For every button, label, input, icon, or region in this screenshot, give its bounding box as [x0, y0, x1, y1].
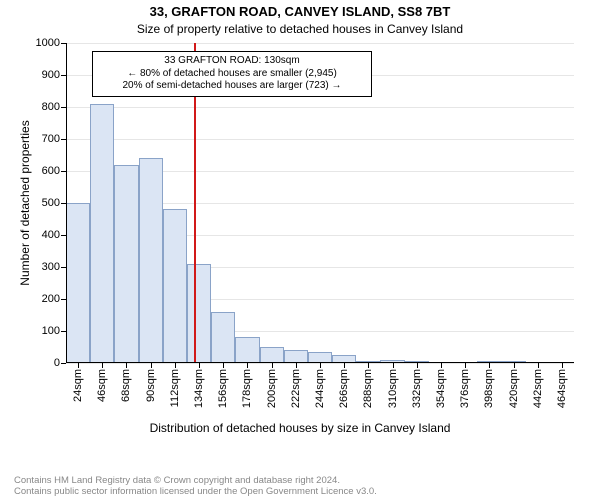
- bar: [114, 165, 138, 363]
- ytick-label: 600: [42, 165, 66, 177]
- bar: [211, 312, 235, 363]
- grid-line: [66, 43, 574, 44]
- xtick-label: 68sqm: [120, 363, 132, 402]
- xtick-label: 134sqm: [193, 363, 205, 408]
- ytick-label: 200: [42, 293, 66, 305]
- xtick-label: 24sqm: [72, 363, 84, 402]
- bar: [163, 209, 187, 363]
- xtick-label: 178sqm: [241, 363, 253, 408]
- ytick-label: 400: [42, 229, 66, 241]
- chart-container: { "chart": { "type": "histogram", "title…: [0, 0, 600, 500]
- xtick-label: 112sqm: [169, 363, 181, 407]
- footer-line-2: Contains public sector information licen…: [0, 486, 600, 497]
- chart-subtitle: Size of property relative to detached ho…: [0, 22, 600, 36]
- xtick-label: 288sqm: [362, 363, 374, 408]
- ytick-label: 500: [42, 197, 66, 209]
- ytick-label: 1000: [36, 37, 66, 49]
- bar: [187, 264, 211, 363]
- xtick-label: 156sqm: [217, 363, 229, 408]
- y-axis-label: Number of detached properties: [18, 43, 32, 363]
- xtick-label: 376sqm: [459, 363, 471, 408]
- grid-line: [66, 139, 574, 140]
- xtick-label: 266sqm: [338, 363, 350, 408]
- xtick-label: 244sqm: [314, 363, 326, 408]
- bar: [90, 104, 114, 363]
- ytick-label: 300: [42, 261, 66, 273]
- xtick-label: 222sqm: [290, 363, 302, 408]
- grid-line: [66, 107, 574, 108]
- bar: [260, 347, 284, 363]
- info-line-2: ← 80% of detached houses are smaller (2,…: [99, 68, 365, 81]
- xtick-label: 310sqm: [387, 363, 399, 408]
- xtick-label: 200sqm: [266, 363, 278, 408]
- ytick-label: 100: [42, 325, 66, 337]
- footer: Contains HM Land Registry data © Crown c…: [0, 475, 600, 497]
- ytick-label: 800: [42, 101, 66, 113]
- chart-title: 33, GRAFTON ROAD, CANVEY ISLAND, SS8 7BT: [0, 4, 600, 19]
- bar: [235, 337, 259, 363]
- xtick-label: 398sqm: [483, 363, 495, 408]
- footer-line-1: Contains HM Land Registry data © Crown c…: [0, 475, 600, 486]
- xtick-label: 464sqm: [556, 363, 568, 408]
- xtick-label: 420sqm: [508, 363, 520, 408]
- plot-area: 01002003004005006007008009001000 24sqm46…: [66, 43, 574, 363]
- xtick-label: 442sqm: [532, 363, 544, 408]
- xtick-label: 90sqm: [145, 363, 157, 402]
- ytick-label: 0: [54, 357, 66, 369]
- ytick-label: 700: [42, 133, 66, 145]
- ytick-label: 900: [42, 69, 66, 81]
- x-axis-label: Distribution of detached houses by size …: [0, 421, 600, 435]
- y-axis-line: [66, 43, 67, 363]
- xtick-label: 354sqm: [435, 363, 447, 408]
- xtick-label: 46sqm: [96, 363, 108, 402]
- info-line-3: 20% of semi-detached houses are larger (…: [99, 80, 365, 93]
- bar: [139, 158, 163, 363]
- xtick-label: 332sqm: [411, 363, 423, 408]
- bar: [66, 203, 90, 363]
- info-line-1: 33 GRAFTON ROAD: 130sqm: [99, 55, 365, 68]
- x-axis-line: [66, 362, 574, 363]
- info-box: 33 GRAFTON ROAD: 130sqm ← 80% of detache…: [92, 51, 372, 97]
